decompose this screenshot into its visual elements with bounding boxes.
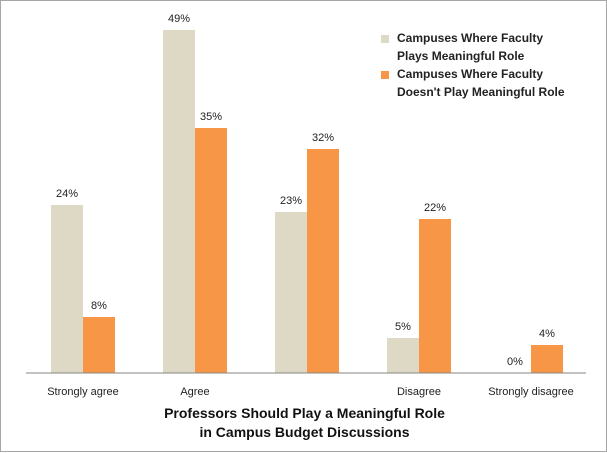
x-tick-label-1: Strongly agree [47,386,119,398]
value-label-series-2-cat-4: 22% [424,202,446,214]
bar-series-2-cat-3 [307,149,339,373]
legend-label-series-1-line-1: Campuses Where Faculty [397,31,544,45]
x-tick-labels-layer: Strongly agree Agree Disagree Strongly disa… [47,386,574,398]
x-tick-label-2: Agree [180,386,209,398]
legend-label-series-2-line-2: Doesn't Play Meaningful Role [397,85,565,99]
value-label-series-2-cat-3: 32% [312,132,334,144]
value-labels-layer: 24% 49% 23% 5% 0% 8% 35% 32% 22% 4% [56,13,555,368]
x-tick-label-5: Strongly disagree [488,386,574,398]
bar-series-1-cat-3 [275,212,307,373]
bar-series-2-cat-4 [419,219,451,373]
legend-label-series-2-line-1: Campuses Where Faculty [397,67,544,81]
x-tick-label-4: Disagree [397,386,441,398]
legend-item-series-2: Campuses Where Faculty Doesn't Play Mean… [381,65,607,101]
bar-series-1-cat-2 [163,30,195,373]
value-label-series-2-cat-5: 4% [539,328,555,340]
bar-series-1-cat-1 [51,205,83,373]
value-label-series-1-cat-5: 0% [507,356,523,368]
bars-layer [51,30,563,373]
bar-series-1-cat-4 [387,338,419,373]
x-axis-title: Professors Should Play a Meaningful Role… [1,404,607,442]
value-label-series-2-cat-1: 8% [91,300,107,312]
value-label-series-1-cat-3: 23% [280,195,302,207]
bar-series-2-cat-2 [195,128,227,373]
bar-series-2-cat-1 [83,317,115,373]
x-axis-title-line-2: in Campus Budget Discussions [199,424,410,440]
x-axis-title-line-1: Professors Should Play a Meaningful Role [164,405,445,421]
value-label-series-1-cat-4: 5% [395,321,411,333]
legend-label-series-1-line-2: Plays Meaningful Role [397,49,525,63]
value-label-series-2-cat-2: 35% [200,111,222,123]
legend-item-series-1: Campuses Where Faculty Plays Meaningful … [381,29,607,65]
legend: Campuses Where Faculty Plays Meaningful … [381,29,607,101]
legend-swatch-series-2 [381,71,389,79]
bar-series-2-cat-5 [531,345,563,373]
legend-swatch-series-1 [381,35,389,43]
value-label-series-1-cat-1: 24% [56,188,78,200]
value-label-series-1-cat-2: 49% [168,13,190,25]
